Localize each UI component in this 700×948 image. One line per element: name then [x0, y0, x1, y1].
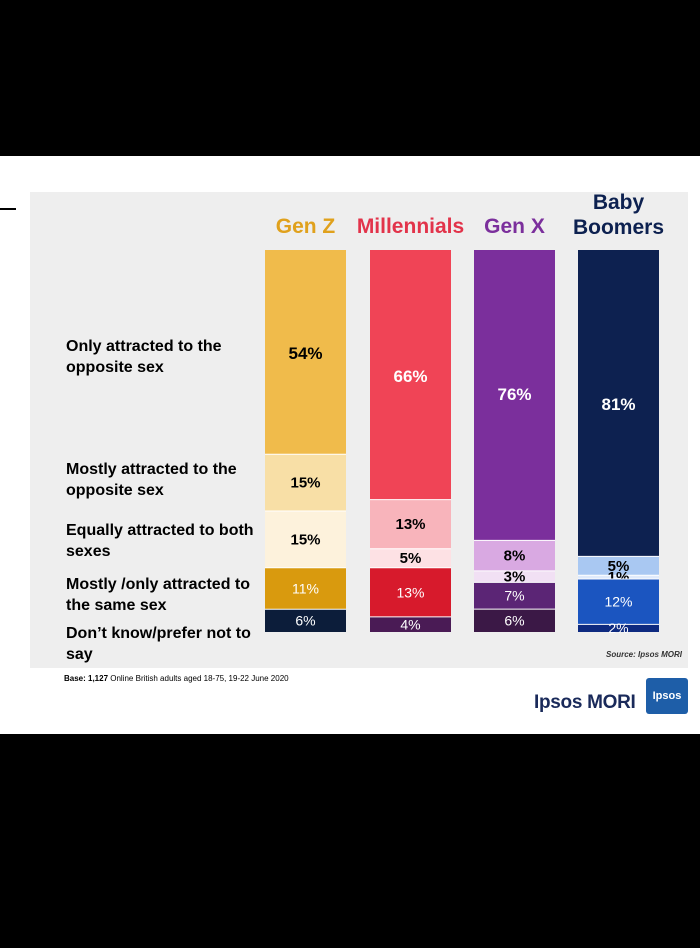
ipsos-logo-text: Ipsos	[652, 690, 682, 702]
data-label-gen-x-series-3: 3%	[504, 569, 526, 586]
data-label-gen-z-series-1: 54%	[288, 344, 322, 363]
data-label-millennials-series-1: 66%	[393, 367, 427, 386]
bar-millennials-series-3	[370, 548, 451, 568]
bar-gen-x-series-4	[474, 582, 555, 610]
bar-gen-z-series-2	[265, 454, 346, 511]
data-label-gen-z-series-2: 15%	[290, 475, 320, 492]
category-label-line: Gen Z	[275, 215, 336, 238]
bar-baby-boomers-series-5	[578, 624, 659, 632]
ipsos-logo: Ipsos	[646, 678, 688, 714]
data-label-millennials-series-5: 4%	[400, 616, 420, 632]
data-label-baby-boomers-series-4: 12%	[604, 594, 632, 610]
data-label-baby-boomers-series-5: 2%	[608, 620, 628, 636]
row-label-mostly-opposite: Mostly attracted to the opposite sex	[66, 461, 237, 499]
data-label-gen-x-series-2: 8%	[504, 548, 526, 565]
category-label-millennials: Millennials	[351, 214, 471, 239]
data-label-gen-x-series-4: 7%	[504, 588, 524, 604]
stacked-bar-chart: 54% 15% 15% 11% 6% 66% 13% 5% 13% 4% 76% 8% 3% 7% 6% 81…	[265, 250, 659, 636]
bar-millennials-series-1	[370, 250, 451, 500]
category-label-line: Gen X	[484, 215, 545, 238]
bar-baby-boomers-series-2	[578, 556, 659, 576]
bar-millennials-series-2	[370, 499, 451, 549]
bar-gen-x-series-3	[474, 570, 555, 583]
bar-gen-z-series-5	[265, 609, 346, 632]
bar-gen-z-series-1	[265, 250, 346, 455]
data-label-gen-z-series-4: 11%	[292, 581, 319, 597]
bar-baby-boomers-series-4	[578, 579, 659, 625]
row-label-dont-know: Don’t know/prefer not to say	[66, 625, 251, 663]
data-label-baby-boomers-series-2: 5%	[608, 558, 630, 575]
bar-baby-boomers-series-3	[578, 575, 659, 580]
bar-baby-boomers-series-1	[578, 250, 659, 557]
base-note: Base: 1,127 Online British adults aged 1…	[64, 674, 289, 683]
category-label-gen-z: Gen Z	[246, 214, 366, 239]
bar-gen-x-series-1	[474, 250, 555, 541]
bar-millennials-series-5	[370, 616, 451, 632]
base-note-bold: Base: 1,127	[64, 674, 109, 683]
category-label-gen-x: Gen X	[455, 214, 575, 239]
source-note: Source: Ipsos MORI	[606, 650, 683, 659]
row-label-only-opposite: Only attracted to the opposite sex	[66, 338, 222, 376]
bar-gen-z-series-4	[265, 567, 346, 610]
data-label-millennials-series-2: 13%	[395, 516, 425, 533]
category-label-baby-boomers: Baby Boomers	[559, 190, 679, 240]
category-label-line: Boomers	[572, 216, 665, 239]
category-label-line: Baby	[592, 191, 645, 214]
data-label-gen-x-series-5: 6%	[504, 613, 524, 629]
bar-gen-x-series-2	[474, 540, 555, 571]
brand-name: Ipsos MORI	[534, 692, 636, 713]
row-label-equally-both: Equally attracted to both sexes	[66, 522, 254, 560]
data-label-millennials-series-4: 13%	[396, 584, 424, 600]
data-label-gen-z-series-3: 15%	[290, 531, 320, 548]
slide: Gen Z Millennials Gen X Baby Boomers Only at…	[0, 156, 700, 734]
row-label-same-sex: Mostly /only attracted to the same sex	[66, 576, 251, 614]
bar-gen-x-series-5	[474, 609, 555, 632]
data-label-millennials-series-3: 5%	[400, 550, 422, 567]
data-label-gen-x-series-1: 76%	[497, 385, 531, 404]
category-label-line: Millennials	[356, 215, 465, 238]
data-label-gen-z-series-5: 6%	[295, 613, 315, 629]
base-note-text: Online British adults aged 18-75, 19-22 …	[108, 674, 289, 683]
bar-millennials-series-4	[370, 567, 451, 617]
bar-gen-z-series-3	[265, 510, 346, 568]
data-label-baby-boomers-series-1: 81%	[601, 395, 635, 414]
slide-edge-dash	[0, 208, 16, 210]
